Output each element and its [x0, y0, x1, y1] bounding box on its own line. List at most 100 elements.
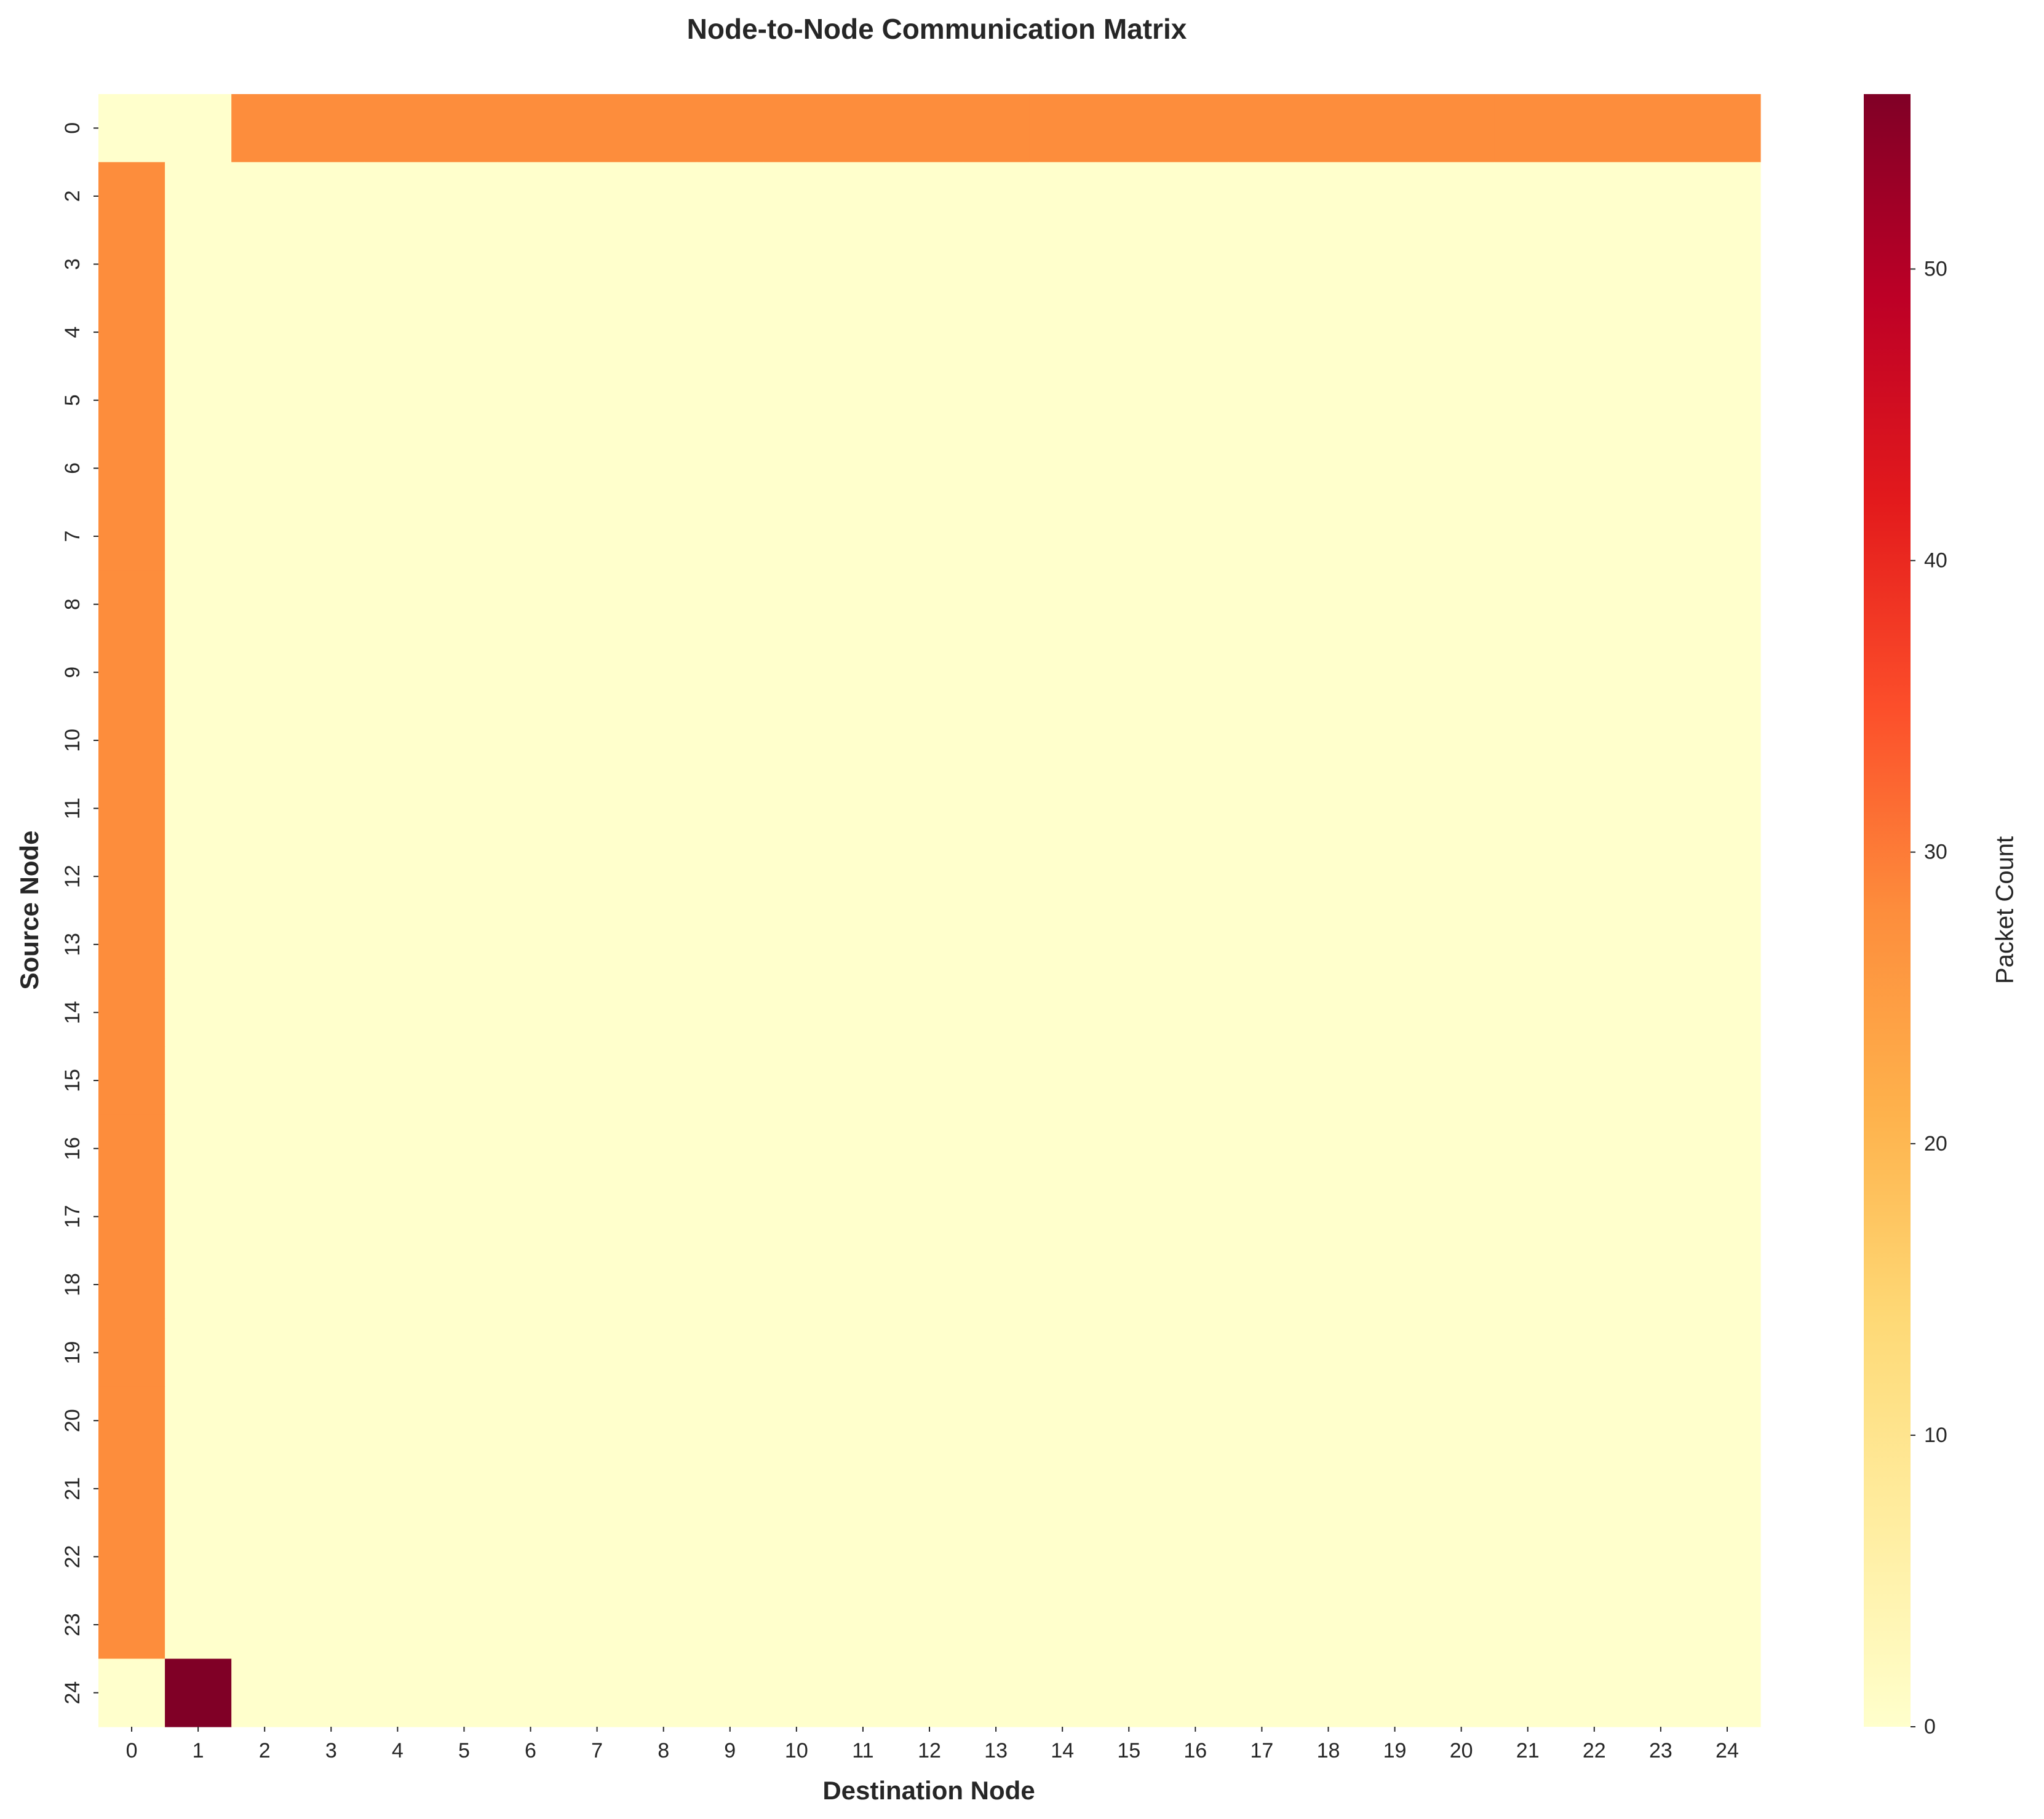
heatmap-cell [896, 978, 963, 1047]
heatmap-cell [696, 1318, 764, 1387]
heatmap-cell [1693, 1250, 1761, 1319]
heatmap-cell [1295, 1590, 1362, 1659]
heatmap-cell [497, 162, 565, 231]
heatmap-cell [763, 1318, 830, 1387]
heatmap-cell [497, 910, 565, 979]
heatmap-cell [763, 978, 830, 1047]
heatmap-cell [763, 1658, 830, 1727]
heatmap-cell [963, 842, 1030, 911]
heatmap-cell [231, 1183, 298, 1251]
heatmap-cell [431, 94, 498, 163]
heatmap-cell [497, 1250, 565, 1319]
heatmap-cell [829, 1114, 897, 1183]
heatmap-cell [1361, 570, 1429, 639]
heatmap-cell [1561, 366, 1628, 435]
heatmap-cell [829, 638, 897, 707]
heatmap-cell [1228, 366, 1296, 435]
x-tick-label: 6 [525, 1739, 536, 1762]
heatmap-cell [1096, 1658, 1163, 1727]
heatmap-cell [1295, 230, 1362, 299]
chart-title: Node-to-Node Communication Matrix [686, 13, 1187, 45]
x-tick-label: 24 [1716, 1739, 1739, 1762]
x-tick-label: 5 [458, 1739, 470, 1762]
heatmap-cell [431, 1590, 498, 1659]
heatmap-cell [364, 1046, 431, 1115]
heatmap-cell [1494, 1318, 1562, 1387]
heatmap-cell [563, 910, 631, 979]
heatmap-cell [98, 366, 165, 435]
heatmap-cell [298, 1386, 365, 1456]
heatmap-cell [1096, 230, 1163, 299]
heatmap-cell [1096, 1183, 1163, 1251]
heatmap-cell [231, 978, 298, 1047]
heatmap-cell [1096, 1114, 1163, 1183]
heatmap-cell [696, 1658, 764, 1727]
heatmap-cell [1361, 434, 1429, 503]
heatmap-cell [231, 1250, 298, 1319]
heatmap-cell [1295, 910, 1362, 979]
y-tick-label: 24 [61, 1681, 84, 1705]
heatmap-cell [298, 570, 365, 639]
colorbar-tick-label: 10 [1924, 1424, 1947, 1447]
heatmap-cell [963, 434, 1030, 503]
heatmap-cell [563, 1590, 631, 1659]
heatmap-cell [1162, 366, 1229, 435]
heatmap-cell [829, 1386, 897, 1456]
heatmap-cell [298, 298, 365, 367]
heatmap-cell [98, 1183, 165, 1251]
heatmap-cell [1627, 1523, 1695, 1591]
heatmap-cell [829, 1658, 897, 1727]
heatmap-cell [1428, 570, 1495, 639]
heatmap-cell [431, 502, 498, 571]
heatmap-cell [896, 1114, 963, 1183]
heatmap-cell [829, 774, 897, 843]
colorbar-tick-label: 0 [1924, 1715, 1936, 1738]
heatmap-cell [497, 1318, 565, 1387]
heatmap-cell [763, 1046, 830, 1115]
heatmap-cell [165, 774, 232, 843]
y-tick-label: 6 [61, 462, 84, 474]
heatmap-cell [896, 842, 963, 911]
heatmap-cell [98, 1046, 165, 1115]
heatmap-cell [165, 366, 232, 435]
heatmap-cell [696, 774, 764, 843]
heatmap-cell [231, 1318, 298, 1387]
heatmap-cell [829, 1046, 897, 1115]
heatmap-cell [1228, 1454, 1296, 1523]
heatmap-cell [98, 1590, 165, 1659]
heatmap-cell [1361, 1318, 1429, 1387]
heatmap-cell [497, 978, 565, 1047]
x-tick-label: 13 [984, 1739, 1008, 1762]
heatmap-cell [1627, 366, 1695, 435]
heatmap-cell [1693, 638, 1761, 707]
heatmap-cell [1561, 1046, 1628, 1115]
heatmap-cell [1627, 910, 1695, 979]
x-tick-label: 21 [1516, 1739, 1540, 1762]
heatmap-cell [696, 1114, 764, 1183]
heatmap-cell [829, 1250, 897, 1319]
heatmap-cell [431, 1250, 498, 1319]
heatmap-cell [1693, 910, 1761, 979]
heatmap-cell [1162, 978, 1229, 1047]
heatmap-cell [497, 366, 565, 435]
heatmap-cell [231, 570, 298, 639]
y-tick-label: 22 [61, 1545, 84, 1569]
heatmap-cell [1162, 910, 1229, 979]
heatmap-cell [1029, 1318, 1096, 1387]
heatmap-cell [1029, 1046, 1096, 1115]
heatmap-cell [1428, 94, 1495, 163]
heatmap-cell [431, 1114, 498, 1183]
heatmap-cell [1494, 570, 1562, 639]
heatmap-cell [1029, 638, 1096, 707]
heatmap-cell [1561, 978, 1628, 1047]
heatmap-cell [1162, 162, 1229, 231]
heatmap-cell [98, 1523, 165, 1591]
heatmap-cell [298, 434, 365, 503]
heatmap-cell [763, 706, 830, 775]
heatmap-cell [1361, 1250, 1429, 1319]
x-tick-label: 11 [852, 1739, 873, 1762]
heatmap-cell [431, 1386, 498, 1456]
heatmap-cell [896, 298, 963, 367]
heatmap-cell [98, 1658, 165, 1727]
heatmap-cell [1295, 366, 1362, 435]
